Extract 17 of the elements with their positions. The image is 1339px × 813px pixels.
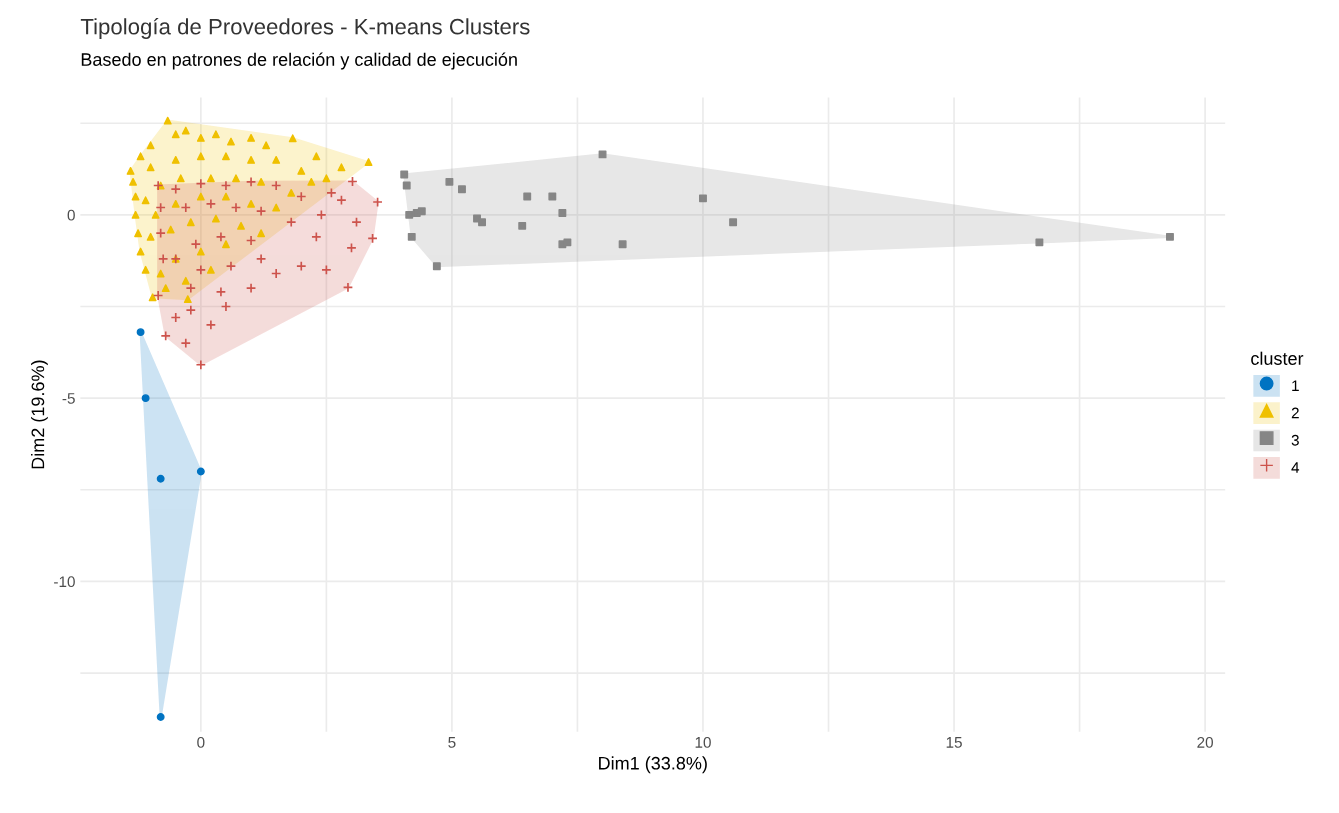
y-tick-label: -5 <box>62 393 75 404</box>
chart-title: Tipología de Proveedores - K-means Clusters <box>80 17 530 39</box>
legend-label: 3 <box>1291 434 1299 446</box>
y-axis-title: Dim2 (19.6%) <box>31 360 48 469</box>
x-axis-title: Dim1 (33.8%) <box>599 756 707 774</box>
x-tick-label: 20 <box>1197 736 1213 748</box>
x-tick-label: 0 <box>197 736 205 748</box>
chart-subtitle: Basedo en patrones de relación y calidad de ejecución <box>81 52 517 70</box>
legend-label: 1 <box>1292 380 1299 391</box>
y-tick-label: 0 <box>67 209 75 221</box>
y-tick-label: -10 <box>54 576 75 588</box>
legend-title: cluster <box>1251 351 1304 365</box>
x-tick-label: 15 <box>946 737 962 748</box>
x-tick-label: 5 <box>448 737 456 748</box>
legend-label: 4 <box>1291 462 1300 473</box>
x-tick-label: 10 <box>695 736 711 748</box>
legend-label: 2 <box>1291 407 1299 419</box>
